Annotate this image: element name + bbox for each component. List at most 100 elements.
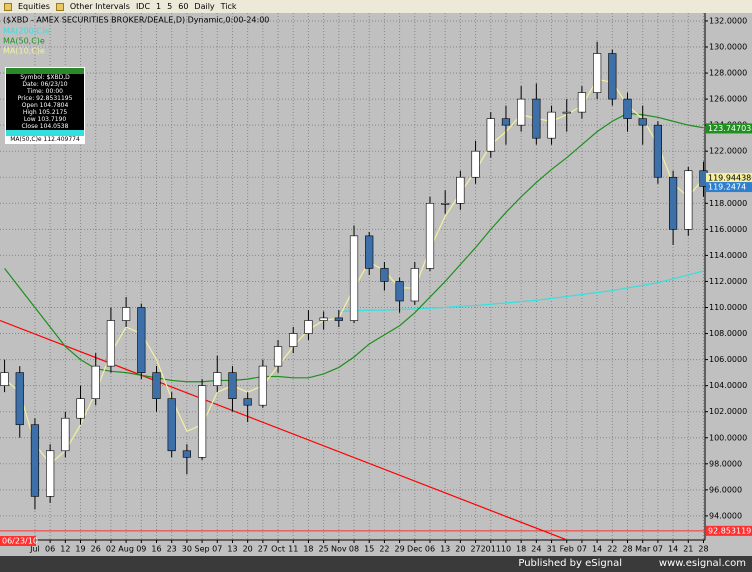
- candle-body: [441, 202, 450, 205]
- legend-entry: MA(50,C)e: [3, 37, 45, 46]
- data-window: Symbol: $XBD,D Date: 06/23/10 Time: 00:00 P…: [5, 67, 85, 144]
- y-tick-label: 114.0000: [709, 251, 747, 260]
- candle-body: [122, 307, 131, 321]
- toolbar-item[interactable]: Other Intervals: [69, 2, 130, 11]
- candle-body: [623, 98, 632, 119]
- y-tick-label: 98.0000: [709, 459, 742, 468]
- y-tick-label: 122.0000: [709, 147, 747, 156]
- x-tick-label: 14: [668, 545, 678, 554]
- legend-entry: MA(10,C)e: [3, 47, 45, 56]
- candle-body: [76, 398, 85, 419]
- x-tick-label: 07: [212, 545, 222, 554]
- candle-body: [334, 317, 343, 321]
- x-tick-label: 27: [470, 545, 480, 554]
- candle-body: [577, 92, 587, 113]
- toolbar-item[interactable]: IDC: [135, 2, 151, 11]
- trendline: [0, 319, 566, 540]
- y-tick-label: 118.0000: [709, 199, 747, 208]
- toolbar-icon: [4, 2, 12, 11]
- data-window-row: Price: 92.8531195: [17, 95, 73, 102]
- x-tick-label: Mar: [635, 545, 651, 554]
- y-tick-label: 110.0000: [709, 303, 747, 312]
- candle-body: [137, 307, 146, 373]
- y-tick-label: 96.0000: [709, 485, 742, 494]
- x-tick-label: 13: [227, 545, 237, 554]
- candle-body: [61, 417, 70, 452]
- x-tick-label: 25: [319, 545, 329, 554]
- data-window-ma-band: [6, 130, 84, 136]
- candle-body: [486, 118, 495, 152]
- price-tag-label: 119.2474: [708, 183, 746, 192]
- x-tick-label: 28: [698, 545, 708, 554]
- x-tick-label: 22: [607, 545, 617, 554]
- x-tick-label: 26: [91, 545, 101, 554]
- candle-body: [638, 118, 647, 126]
- data-window-row: High 105.2175: [22, 109, 68, 116]
- footer-right: www.esignal.com: [658, 558, 746, 569]
- x-tick-label: 07: [653, 545, 663, 554]
- candle-body: [91, 365, 100, 399]
- x-tick-label: Sep: [195, 545, 210, 554]
- x-tick-label: 28: [622, 545, 632, 554]
- x-tick-label: 21: [683, 545, 693, 554]
- toolbar-item[interactable]: Daily: [194, 2, 215, 11]
- x-tick-label: 10: [501, 545, 511, 554]
- y-tick-label: 100.0000: [709, 433, 747, 442]
- candle-body: [517, 98, 526, 126]
- toolbar-item[interactable]: Tick: [220, 2, 237, 11]
- date-tag: [0, 536, 36, 546]
- candle-body: [15, 372, 24, 426]
- x-tick-label: 20: [243, 545, 253, 554]
- price-tag: [706, 525, 752, 536]
- toolbar-item[interactable]: 5: [167, 2, 173, 11]
- price-tag: [706, 123, 752, 134]
- x-tick-label: Feb: [560, 545, 574, 554]
- x-tick-label: Nov: [331, 545, 347, 554]
- data-window-row: Close 104.0538: [21, 123, 69, 130]
- toolbar-item[interactable]: 60: [178, 2, 189, 11]
- x-tick-label: 18: [516, 545, 526, 554]
- candle-body: [365, 235, 374, 269]
- candle-body: [319, 317, 328, 321]
- candle-body: [30, 424, 40, 497]
- candle-body: [304, 320, 313, 334]
- candle-body: [395, 281, 404, 302]
- candle-body: [258, 365, 267, 406]
- candle-body: [562, 111, 571, 114]
- candle-body: [501, 118, 511, 126]
- candle-body: [197, 385, 207, 458]
- candle-body: [471, 150, 480, 178]
- candle-body: [289, 333, 298, 347]
- footer: Published by eSignal www.esignal.com: [0, 556, 752, 572]
- x-tick-label: 06: [425, 545, 435, 554]
- x-tick-label: 29: [395, 545, 405, 554]
- data-window-row: Low 103.7190: [23, 116, 67, 123]
- x-tick-label: 23: [167, 545, 177, 554]
- y-tick-label: 112.0000: [709, 277, 747, 286]
- candle-body: [532, 98, 541, 139]
- toolbar-item[interactable]: 1: [156, 2, 162, 11]
- price-tag-label: 123.747038: [708, 124, 752, 133]
- candle-body: [425, 202, 435, 269]
- x-tick-label: 22: [379, 545, 389, 554]
- x-tick-label: 12: [60, 545, 70, 554]
- y-tick-label: 116.0000: [709, 225, 747, 234]
- x-tick-label: 06: [45, 545, 55, 554]
- candle-body: [684, 170, 693, 230]
- toolbar-icon: [55, 2, 64, 11]
- candle-body: [228, 372, 237, 399]
- date-tag-label: 06/23/10: [2, 537, 38, 546]
- candle-body: [410, 268, 419, 302]
- candle-body: [0, 372, 9, 386]
- candle-body: [653, 124, 662, 178]
- x-tick-label: Jul: [29, 545, 40, 554]
- price-tag: [706, 182, 752, 193]
- candle-body: [547, 111, 556, 139]
- data-window-row: Symbol: $XBD,D: [20, 74, 70, 81]
- candle-body: [349, 235, 359, 321]
- price-tag-label: 92.853119: [708, 526, 751, 535]
- y-tick-label: 128.0000: [709, 69, 747, 78]
- x-tick-label: 31: [546, 545, 556, 554]
- toolbar-item[interactable]: Equities: [18, 2, 50, 11]
